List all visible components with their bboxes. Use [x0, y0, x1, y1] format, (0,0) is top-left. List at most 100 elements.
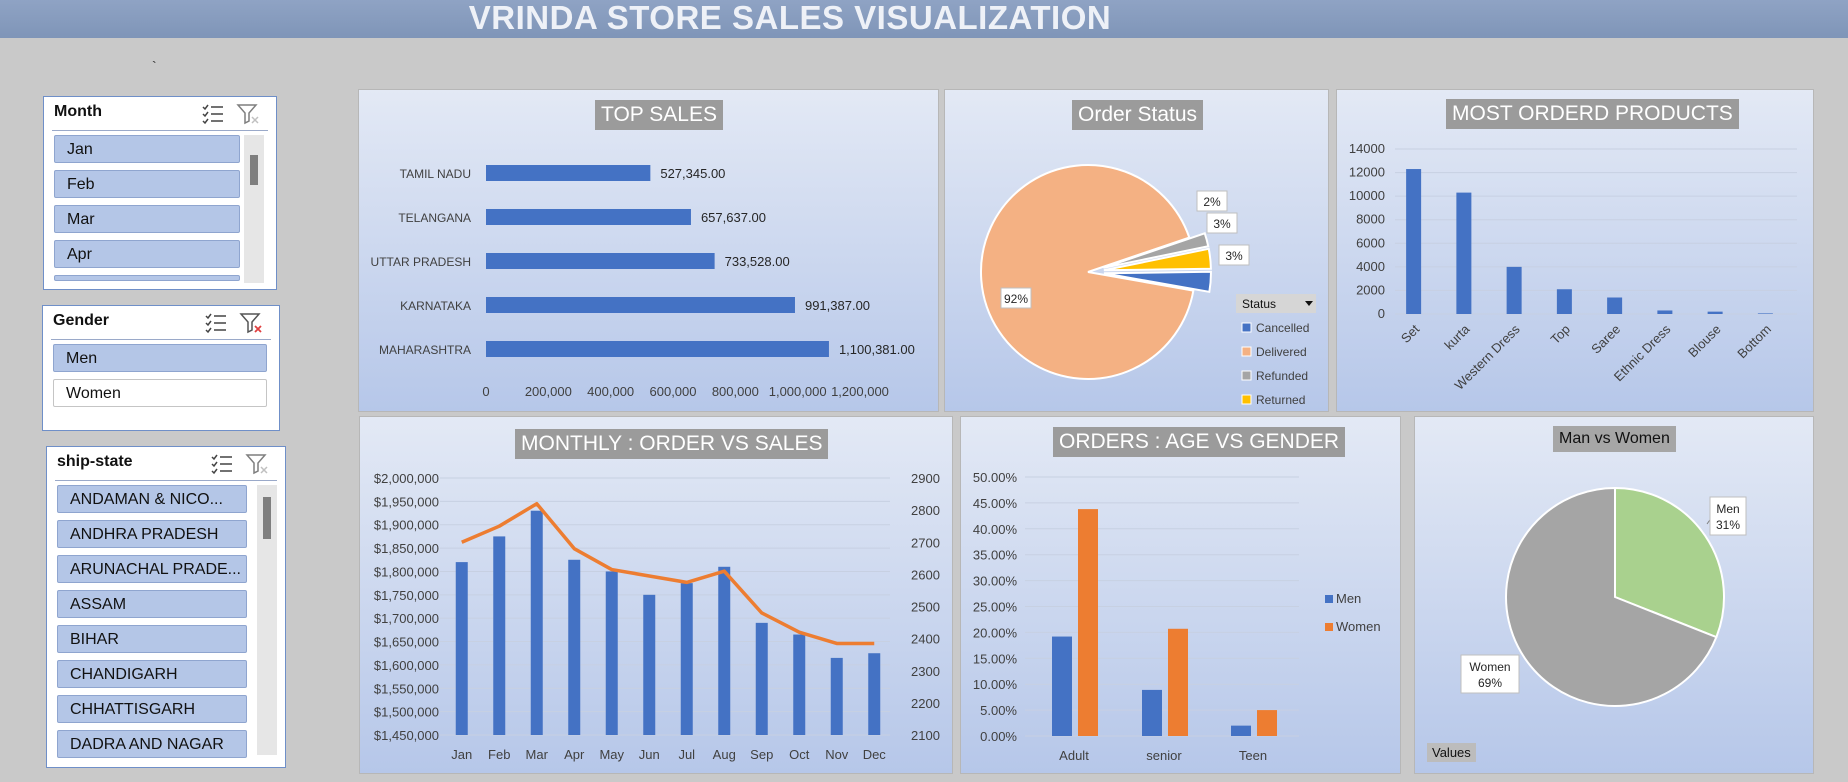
man-vs-women-panel[interactable]: Man vs Women Men 31% Women 69% Values	[1414, 416, 1814, 774]
bar	[868, 653, 881, 735]
y-tick-label: 5.00%	[980, 703, 1017, 718]
values-field-button[interactable]: Values	[1427, 743, 1476, 762]
legend-swatch	[1241, 346, 1252, 357]
ship-state-scrollbar[interactable]	[257, 485, 277, 755]
slicer-item-mar[interactable]: Mar	[54, 205, 240, 233]
bar	[530, 510, 543, 735]
data-label: Women	[1469, 660, 1510, 674]
bar	[1406, 169, 1422, 314]
slicer-item-state[interactable]: ARUNACHAL PRADE...	[57, 555, 247, 583]
slicer-item-feb[interactable]: Feb	[54, 170, 240, 198]
month-scrollbar[interactable]	[244, 135, 264, 283]
category-label: MAHARASHTRA	[379, 343, 471, 357]
data-label: 733,528.00	[725, 254, 790, 269]
data-label: 31%	[1716, 518, 1740, 532]
legend-swatch	[1325, 623, 1333, 631]
slicer-item-women[interactable]: Women	[53, 379, 267, 407]
age-gender-chart: 0.00% 5.00% 10.00% 15.00% 20.00% 25.00% 30.00%…	[973, 470, 1381, 763]
x-tick-label: kurta	[1441, 321, 1473, 353]
data-label: 1,100,381.00	[839, 342, 915, 357]
y-tick-label: 2000	[1356, 282, 1385, 297]
slicer-item-partial[interactable]	[54, 275, 240, 281]
y2-tick-label: 2900	[911, 471, 940, 486]
pie-slice	[1103, 232, 1210, 269]
y-tick-label: 15.00%	[973, 651, 1018, 666]
y2-tick-label: 2300	[911, 664, 940, 679]
multi-select-icon[interactable]	[209, 452, 235, 476]
x-tick-label: Oct	[789, 747, 810, 762]
slicer-item-state[interactable]: BIHAR	[57, 625, 247, 653]
slicer-item-state[interactable]: DADRA AND NAGAR	[57, 730, 247, 758]
dropdown-arrow-icon	[1305, 301, 1313, 306]
gender-slicer: Gender Men Women	[42, 305, 280, 431]
legend-label: Delivered	[1256, 345, 1307, 359]
y-tick-label: 10.00%	[973, 677, 1018, 692]
y-tick-label: $1,550,000	[374, 681, 439, 696]
age-gender-panel[interactable]: ORDERS : AGE VS GENDER 0.00% 5.00% 10.00% 1…	[960, 416, 1401, 774]
slicer-item-apr[interactable]: Apr	[54, 240, 240, 268]
monthly-panel[interactable]: MONTHLY : ORDER VS SALES $1,450,000 $1,50…	[359, 416, 953, 774]
legend-swatch	[1325, 595, 1333, 603]
legend-swatch	[1241, 394, 1252, 405]
month-slicer: Month Jan Feb Mar Apr	[43, 96, 277, 290]
multi-select-icon[interactable]	[203, 311, 229, 335]
data-label: 3%	[1225, 249, 1243, 263]
bar	[830, 657, 843, 735]
multi-select-icon[interactable]	[200, 102, 226, 126]
y-tick-label: 45.00%	[973, 496, 1018, 511]
slicer-divider	[51, 339, 271, 340]
slicer-item-state[interactable]: CHHATTISGARH	[57, 695, 247, 723]
slicer-item-state[interactable]: ANDHRA PRADESH	[57, 520, 247, 548]
y-tick-label: 12000	[1349, 165, 1385, 180]
monthly-title: MONTHLY : ORDER VS SALES	[515, 429, 829, 459]
data-label: 92%	[1004, 292, 1028, 306]
scroll-thumb[interactable]	[263, 497, 271, 539]
dashboard-title: VRINDA STORE SALES VISUALIZATION	[468, 0, 1112, 36]
x-tick-label: Adult	[1059, 748, 1089, 763]
bar	[1052, 636, 1072, 736]
clear-filter-icon[interactable]	[238, 311, 264, 335]
pie-slice	[1614, 486, 1725, 639]
y-tick-label: 14000	[1349, 141, 1385, 156]
pie-slice	[1505, 486, 1718, 707]
x-tick-label: 1,200,000	[831, 384, 889, 399]
x-tick-label: Top	[1548, 322, 1573, 347]
bar	[455, 562, 468, 735]
ship-state-slicer: ship-state ANDAMAN & NICO... ANDHRA PRAD…	[46, 446, 286, 768]
clear-filter-icon[interactable]	[244, 452, 270, 476]
data-label: 991,387.00	[805, 298, 870, 313]
data-label: 527,345.00	[660, 166, 725, 181]
x-tick-label: 400,000	[587, 384, 634, 399]
most-ordered-panel[interactable]: MOST ORDERD PRODUCTS 0 2000 4000 6000 8000 10…	[1336, 89, 1814, 412]
bar	[486, 297, 795, 313]
slicer-item-state[interactable]: ANDAMAN & NICO...	[57, 485, 247, 513]
y-tick-label: $1,700,000	[374, 611, 439, 626]
y-tick-label: $1,600,000	[374, 658, 439, 673]
x-tick-label: Mar	[526, 747, 549, 762]
slicer-item-state[interactable]: CHANDIGARH	[57, 660, 247, 688]
legend-label: Women	[1336, 619, 1381, 634]
bar	[1168, 628, 1188, 736]
y-tick-label: 50.00%	[973, 470, 1018, 485]
legend-label: Cancelled	[1256, 321, 1309, 335]
slicer-item-jan[interactable]: Jan	[54, 135, 240, 163]
order-status-panel[interactable]: Order Status 92% 2% 3% 3% Status Cancelled Del…	[944, 89, 1329, 412]
data-label-box	[1218, 244, 1250, 266]
top-sales-panel[interactable]: TOP SALES 0 200,000 400,000 600,000 800,000 1…	[358, 89, 939, 412]
slicer-item-men[interactable]: Men	[53, 344, 267, 372]
scroll-thumb[interactable]	[250, 155, 258, 185]
slicer-item-state[interactable]: ASSAM	[57, 590, 247, 618]
x-tick-label: 800,000	[712, 384, 759, 399]
legend-label: Refunded	[1256, 369, 1308, 383]
clear-filter-icon[interactable]	[235, 102, 261, 126]
x-tick-label: May	[599, 747, 624, 762]
bar	[1078, 509, 1098, 736]
top-sales-title: TOP SALES	[595, 100, 723, 130]
x-tick-label: Aug	[713, 747, 736, 762]
legend-filter-button	[1236, 294, 1316, 313]
data-label-box	[1709, 496, 1747, 536]
bar	[1707, 311, 1723, 314]
man-vs-women-chart: Men 31% Women 69%	[1460, 486, 1747, 707]
gender-slicer-header: Gender	[53, 312, 110, 329]
legend-swatch	[1241, 370, 1252, 381]
